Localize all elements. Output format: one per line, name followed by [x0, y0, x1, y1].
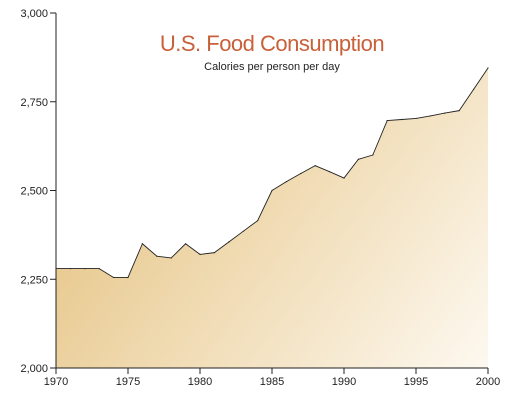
y-tick-label: 2,750	[20, 97, 48, 109]
data-point-1996	[429, 115, 431, 117]
data-point-1978	[170, 257, 172, 259]
data-point-1973	[98, 268, 100, 270]
x-tick-label: 1970	[44, 376, 68, 388]
data-point-1983	[242, 230, 244, 232]
y-tick-label: 2,000	[20, 363, 48, 375]
y-tick-label: 3,000	[20, 8, 48, 20]
data-point-1972	[84, 268, 86, 270]
chart-subtitle: Calories per person per day	[204, 61, 340, 73]
data-point-1976	[141, 243, 143, 245]
data-point-1991	[357, 158, 359, 160]
tick-labels: 2,000 2,250 2,500 2,750 3,000 1970 1975 1980 198…	[20, 8, 500, 388]
data-point-1977	[156, 255, 158, 257]
data-point-1992	[372, 154, 374, 156]
data-point-1993	[386, 119, 388, 122]
data-point-1979	[185, 243, 187, 245]
data-point-2000	[487, 67, 489, 69]
data-point-1989	[329, 171, 331, 173]
series-area-fill	[56, 68, 488, 368]
data-point-1988	[314, 165, 316, 167]
x-tick-label: 2000	[476, 376, 500, 388]
data-point-1995	[415, 117, 417, 120]
data-point-1994	[401, 118, 403, 121]
area-layer	[55, 67, 489, 368]
x-tick-label: 1985	[260, 376, 284, 388]
x-tick-label: 1990	[332, 376, 356, 388]
data-point-1984	[257, 220, 259, 222]
data-point-1998	[458, 110, 460, 112]
axis-layer	[50, 12, 489, 374]
y-tick-label: 2,500	[20, 186, 48, 198]
data-point-1981	[213, 252, 215, 254]
data-point-1986	[285, 181, 287, 183]
data-point-1982	[228, 241, 230, 243]
x-tick-label: 1975	[116, 376, 140, 388]
x-tick-label: 1980	[188, 376, 212, 388]
data-point-1987	[300, 172, 302, 175]
data-point-1985	[271, 189, 273, 192]
y-tick-label: 2,250	[20, 274, 48, 286]
data-point-1971	[69, 268, 71, 270]
x-tick-label: 1995	[404, 376, 428, 388]
data-point-1975	[127, 276, 129, 279]
data-point-1990	[343, 177, 345, 179]
data-point-1999	[473, 88, 475, 90]
data-point-1997	[444, 112, 446, 114]
data-point-1974	[113, 276, 115, 279]
chart-title: U.S. Food Consumption	[160, 31, 384, 56]
data-point-1980	[199, 253, 201, 255]
